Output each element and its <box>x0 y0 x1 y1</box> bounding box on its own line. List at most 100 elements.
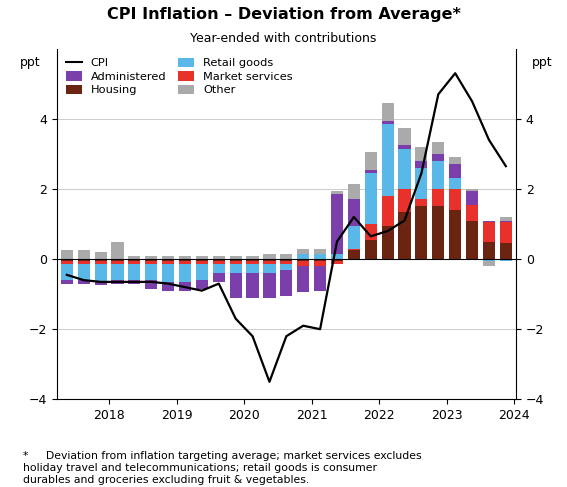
Bar <box>280 259 293 261</box>
Bar <box>263 254 276 259</box>
Bar <box>500 259 512 261</box>
Bar <box>416 200 428 206</box>
Bar <box>416 161 428 168</box>
Bar <box>162 256 174 259</box>
Bar <box>95 259 107 261</box>
Bar <box>331 261 343 264</box>
Bar <box>483 221 495 222</box>
Bar <box>449 157 462 165</box>
Bar <box>230 256 242 259</box>
Bar <box>213 256 225 259</box>
Bar <box>314 248 326 254</box>
Bar <box>348 184 360 200</box>
Bar <box>95 261 107 264</box>
Bar <box>348 248 360 250</box>
Bar <box>399 128 411 145</box>
Bar <box>213 259 225 261</box>
Bar <box>230 264 242 273</box>
Bar <box>230 261 242 264</box>
Bar <box>196 256 208 259</box>
Bar <box>432 206 445 259</box>
Bar <box>162 264 174 282</box>
Bar <box>247 259 259 261</box>
Bar <box>382 196 393 226</box>
Bar <box>145 259 157 261</box>
Bar <box>111 261 124 264</box>
Bar <box>111 242 124 259</box>
Bar <box>500 222 512 244</box>
Bar <box>145 261 157 264</box>
Bar <box>145 256 157 259</box>
Bar <box>128 280 141 283</box>
Bar <box>314 266 326 291</box>
Bar <box>399 145 411 149</box>
Bar <box>61 261 73 264</box>
Bar <box>382 121 393 124</box>
Bar <box>111 259 124 261</box>
Bar <box>145 264 157 280</box>
Bar <box>297 261 310 266</box>
Bar <box>162 261 174 264</box>
Bar <box>432 161 445 189</box>
Bar <box>365 173 377 224</box>
Bar <box>263 264 276 273</box>
Bar <box>263 259 276 261</box>
Bar <box>78 261 90 264</box>
Bar <box>466 205 478 221</box>
Bar <box>196 259 208 261</box>
Bar <box>382 124 393 196</box>
Bar <box>399 189 411 212</box>
Bar <box>297 266 310 292</box>
Bar <box>399 149 411 189</box>
Bar <box>78 264 90 280</box>
Text: ppt: ppt <box>532 56 553 69</box>
Bar <box>128 264 141 280</box>
Bar <box>500 217 512 221</box>
Bar <box>382 226 393 259</box>
Bar <box>263 261 276 264</box>
Bar <box>61 264 73 280</box>
Bar <box>466 191 478 205</box>
Bar <box>399 212 411 259</box>
Bar <box>331 191 343 194</box>
Bar <box>331 259 343 261</box>
Bar <box>179 261 191 264</box>
Bar <box>314 261 326 266</box>
Bar <box>247 264 259 273</box>
Bar <box>247 273 259 298</box>
Bar <box>78 280 90 283</box>
Bar <box>449 165 462 178</box>
Bar <box>297 254 310 259</box>
Bar <box>179 264 191 282</box>
Bar <box>213 264 225 273</box>
Text: ppt: ppt <box>20 56 41 69</box>
Bar <box>500 244 512 259</box>
Bar <box>483 259 495 261</box>
Text: *     Deviation from inflation targeting average; market services excludes
holid: * Deviation from inflation targeting ave… <box>23 451 421 485</box>
Bar <box>365 169 377 173</box>
Text: CPI Inflation – Deviation from Average*: CPI Inflation – Deviation from Average* <box>107 7 460 22</box>
Bar <box>111 280 124 283</box>
Bar <box>297 248 310 254</box>
Bar <box>348 200 360 226</box>
Text: Year-ended with contributions: Year-ended with contributions <box>191 32 376 45</box>
Bar <box>95 252 107 259</box>
Bar <box>179 282 191 291</box>
Bar <box>331 254 343 259</box>
Bar <box>314 254 326 259</box>
Bar <box>466 221 478 259</box>
Bar <box>348 250 360 259</box>
Bar <box>213 273 225 282</box>
Bar <box>95 264 107 282</box>
Bar <box>162 282 174 291</box>
Bar <box>196 261 208 264</box>
Bar <box>500 221 512 222</box>
Bar <box>230 273 242 298</box>
Bar <box>483 222 495 242</box>
Bar <box>331 194 343 254</box>
Bar <box>416 147 428 161</box>
Bar <box>61 250 73 259</box>
Bar <box>128 256 141 259</box>
Bar <box>314 259 326 261</box>
Bar <box>416 206 428 259</box>
